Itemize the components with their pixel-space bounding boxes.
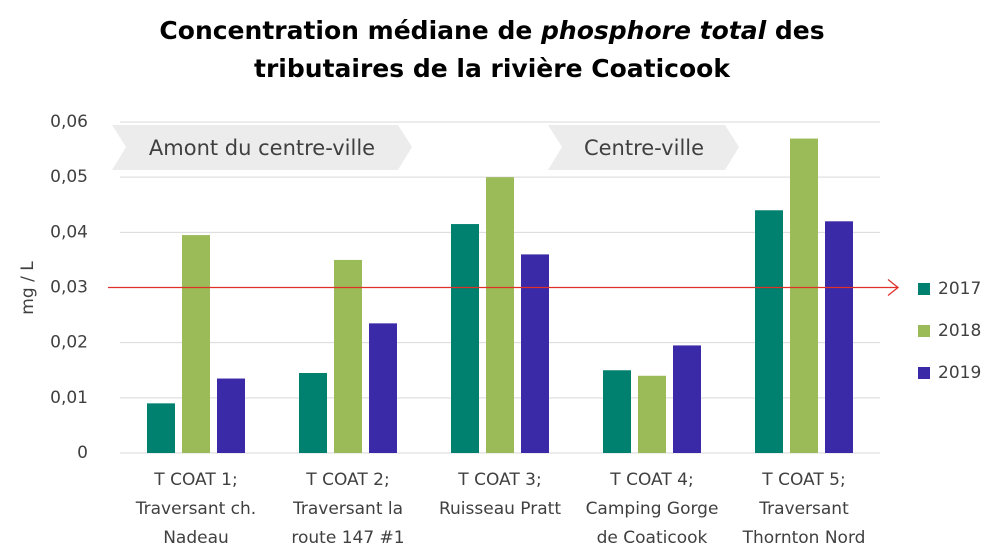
bar [673,345,701,453]
x-tick-label: Nadeau [163,528,229,548]
y-tick-label: 0,04 [50,222,88,242]
y-tick-label: 0,06 [50,112,88,132]
x-tick-label: Camping Gorge [586,499,719,519]
y-tick-label: 0,01 [50,388,88,408]
legend-label: 2019 [938,363,981,383]
x-tick-label: T COAT 2; [305,470,389,490]
y-tick-label: 0,03 [50,278,88,298]
bar [755,210,783,453]
y-axis-label: mg / L [18,261,38,315]
y-tick-label: 0,05 [50,167,88,187]
bar [638,375,666,453]
title-part: phosphore total [540,16,767,45]
legend-swatch [918,283,930,295]
annotation-ribbon [548,125,739,170]
bar [825,221,853,453]
annotation: Centre-ville [584,136,704,160]
x-tick-label: T COAT 4; [609,470,693,490]
bar [299,373,327,453]
bar [182,235,210,453]
x-tick-label: T COAT 1; [153,470,237,490]
chart-title: tributaires de la rivière Coaticook [254,54,731,83]
y-tick-label: 0,02 [50,333,88,353]
chart-title: Concentration médiane de phosphore total… [159,16,824,45]
bar [451,224,479,453]
title-part: Concentration médiane de [159,16,541,45]
x-tick-label: Traversant [758,499,849,519]
bar [603,370,631,453]
annotation: Amont du centre-ville [149,136,375,160]
bar [334,259,362,453]
x-tick-label: T COAT 3; [457,470,541,490]
title-part: des [766,16,824,45]
legend-label: 2018 [938,321,981,341]
legend-swatch [918,325,930,337]
x-tick-label: route 147 #1 [291,528,404,548]
reference-arrow [887,278,900,297]
bar [147,403,175,453]
bar [521,254,549,453]
x-tick-label: Traversant ch. [135,499,256,519]
bar [486,177,514,453]
bar [369,323,397,453]
x-tick-label: Ruisseau Pratt [439,499,561,519]
x-tick-label: T COAT 5; [761,470,845,490]
x-tick-label: Thornton Nord [742,528,866,548]
y-tick-label: 0 [77,443,88,463]
legend-swatch [918,367,930,379]
bar [217,378,245,453]
x-tick-label: Traversant la [292,499,403,519]
x-tick-label: de Coaticook [597,528,708,548]
bar [790,138,818,454]
legend-label: 2017 [938,279,981,299]
annotation-ribbon [112,125,412,170]
title-part: tributaires de la rivière Coaticook [254,54,731,83]
